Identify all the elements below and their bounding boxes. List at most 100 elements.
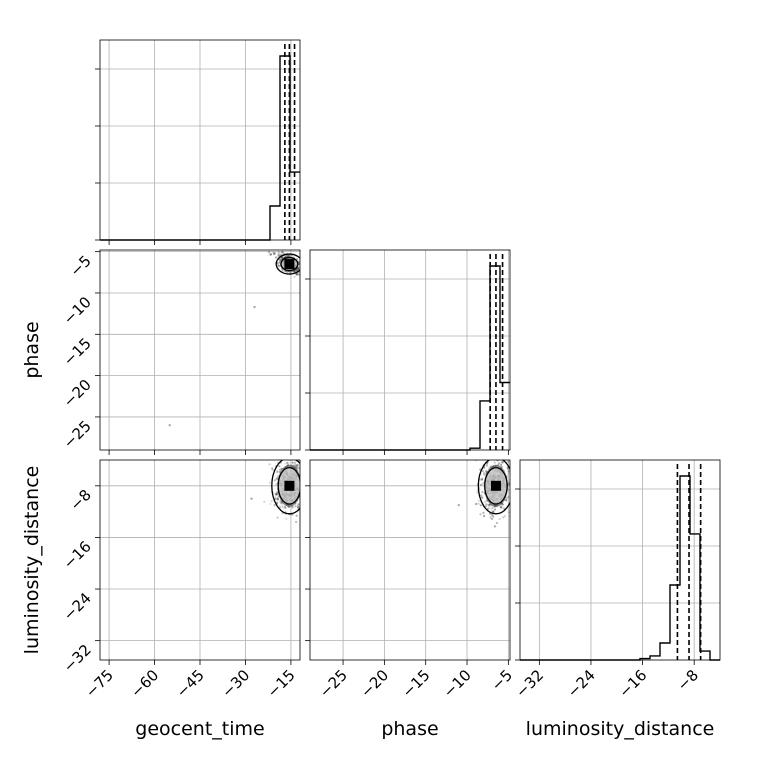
sample-point [303,496,305,498]
sample-point [279,259,282,262]
sample-point [269,502,272,506]
sample-point [493,461,496,464]
sample-point [479,513,482,516]
sample-point [297,273,300,276]
sample-point [501,506,504,509]
sample-point [513,482,515,484]
sample-point [479,504,482,507]
sample-point [278,265,281,268]
sample-point [275,477,278,480]
outlier-point [168,424,171,427]
panel-2d-phase-geocent-time [95,249,306,455]
sample-point [295,268,298,272]
sample-point [484,469,487,473]
sample-point [507,488,510,492]
sample-point [494,457,496,459]
sample-point [301,507,303,509]
sample-point [281,256,284,259]
sample-point [302,469,304,471]
sample-point [297,505,300,508]
sample-point [278,455,280,457]
sample-point [288,254,291,257]
density-peak [490,480,501,491]
sample-point [278,251,281,254]
sample-point [502,452,504,454]
sample-point [277,253,280,256]
x-tick-label: −75 [82,666,117,701]
sample-point [301,266,303,268]
contour-outer [271,460,300,515]
sample-point [498,517,501,521]
sample-point [501,461,504,464]
sample-point [491,513,494,517]
sample-point [300,495,302,497]
sample-point [493,525,496,528]
sample-point [304,271,306,273]
sample-point [301,473,303,475]
sample-point [286,461,289,464]
y-tick-label: −24 [60,589,95,624]
sample-point [476,491,479,494]
sample-point [275,493,278,496]
sample-point [268,250,271,254]
sample-point [279,258,282,261]
sample-point [294,505,297,508]
sample-point [304,472,306,474]
sample-point [293,461,297,464]
sample-point [281,250,284,254]
sample-point [285,447,287,449]
sample-point [513,475,515,477]
sample-point [301,475,303,477]
sample-point [498,462,501,465]
sample-point [490,456,492,458]
sample-point [277,262,280,265]
sample-point [295,269,298,272]
sample-point [275,256,278,259]
sample-point [488,503,491,507]
sample-point [293,275,296,278]
x-axis-label-geocent-time: geocent_time [135,718,264,740]
sample-point [501,503,505,506]
sample-point [280,251,284,254]
sample-point [272,251,275,254]
panel-2d-distance-geocent-time [95,447,316,665]
sample-point [507,460,510,463]
sample-point [491,510,494,513]
sample-point [483,500,487,504]
sample-point [301,273,303,275]
sample-point [494,450,496,452]
sample-point [279,500,282,503]
sample-point [279,468,282,471]
sample-point [501,461,504,464]
sample-point [301,264,303,266]
sample-point [303,499,305,501]
sample-point [278,261,281,264]
sample-point [480,478,483,481]
sample-point [306,460,308,462]
y-axis-label-phase: phase [21,321,43,378]
sample-point [314,509,316,511]
scatter-cloud [263,447,316,524]
sample-point [291,455,293,457]
outlier-point [250,497,253,500]
sample-point [307,482,309,484]
sample-point [276,471,279,474]
sample-point [479,494,483,497]
sample-point [295,269,298,272]
sample-point [303,502,305,504]
sample-point [297,466,300,469]
sample-point [285,448,287,450]
sample-point [507,481,510,484]
sample-point [281,269,284,272]
x-tick-label: −60 [127,666,162,701]
sample-point [477,499,480,502]
sample-point [302,498,304,500]
sample-point [301,476,303,478]
x-tick-label: −20 [357,666,392,701]
sample-point [304,476,306,478]
sample-point [300,472,302,474]
x-tick-label: −30 [218,666,253,701]
sample-point [296,267,299,270]
sample-point [274,497,277,500]
sample-point [304,498,306,500]
